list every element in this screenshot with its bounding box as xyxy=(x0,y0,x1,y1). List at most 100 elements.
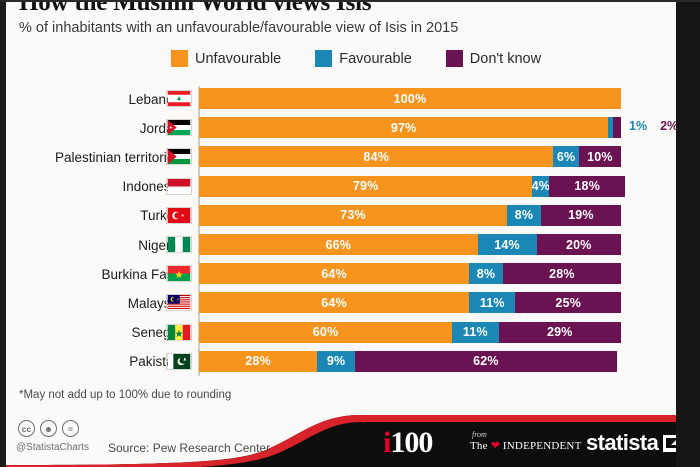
bar-value-label: 64% xyxy=(321,295,347,310)
flag-turkey-icon xyxy=(166,206,192,224)
statista-logo: statista xyxy=(586,430,683,455)
creative-commons-icons: cc ☻ = xyxy=(18,420,79,437)
bar-stack-turkey: 73% 8% 19% xyxy=(199,204,621,226)
bar-value-label: 18% xyxy=(574,179,601,194)
legend-item-unfavourable: Unfavourable xyxy=(171,50,281,67)
flag-senegal-icon xyxy=(166,323,192,341)
bar-segment-indonesia-unfavourable: 79% xyxy=(199,175,533,197)
statista-handle: @StatistaCharts xyxy=(16,442,89,453)
bar-stack-jordan: 97% xyxy=(199,117,621,139)
chart-row-burkina-faso: Burkina Faso 64% 8% 28% xyxy=(6,259,676,289)
cc-by-icon: ☻ xyxy=(40,420,57,437)
chart-row-nigeria: Nigeria 66% 14% 20% xyxy=(6,230,676,260)
bar-value-label: 20% xyxy=(565,237,592,252)
bar-segment-jordan-don-t-know xyxy=(612,117,621,139)
blue-square-icon xyxy=(315,50,333,67)
footer-background-shape xyxy=(0,415,700,467)
bar-stack-senegal: 60% 11% 29% xyxy=(199,321,621,343)
frame-edge-left xyxy=(0,0,6,467)
bar-value-label: 8% xyxy=(476,266,496,281)
bar-value-label: 19% xyxy=(568,208,594,223)
page-title: How the Muslim World views Isis xyxy=(19,0,372,16)
bar-segment-nigeria-unfavourable: 66% xyxy=(199,234,478,255)
bar-segment-nigeria-favourable: 14% xyxy=(477,234,537,255)
bar-segment-jordan-unfavourable: 97% xyxy=(199,117,609,139)
heart-icon: ❤ xyxy=(490,440,500,452)
chart-row-palestinian-territories: Palestinian territories 84% 6% 10% xyxy=(6,142,676,172)
chart-row-turkey: Turkey 73% 8% 19% xyxy=(6,201,676,231)
bar-value-label: 62% xyxy=(473,354,499,369)
bar-segment-senegal-don-t-know: 29% xyxy=(498,321,621,343)
flag-palestine-icon xyxy=(166,148,192,166)
bar-segment-palestinian-territories-unfavourable: 84% xyxy=(199,146,554,168)
bar-value-label: 60% xyxy=(312,325,339,340)
cc-nd-icon: = xyxy=(62,420,79,437)
bar-segment-senegal-unfavourable: 60% xyxy=(199,321,453,343)
flag-lebanon-icon xyxy=(166,90,192,107)
chart-row-malaysia: Malaysia 64% 11% 25% xyxy=(6,288,676,318)
row-label-palestinian-territories: Palestinian territories xyxy=(54,149,181,165)
bar-segment-jordan-favourable xyxy=(608,117,613,139)
flag-pakistan-icon xyxy=(166,352,192,370)
bar-stack-pakistan: 28% 9% 62% xyxy=(199,350,617,372)
bar-segment-pakistan-favourable: 9% xyxy=(317,350,356,372)
i100-logo-i: i xyxy=(383,426,391,459)
bar-segment-indonesia-don-t-know: 18% xyxy=(549,175,626,197)
bar-value-label: 29% xyxy=(546,325,573,340)
bar-value-label: 10% xyxy=(587,149,613,164)
bar-segment-malaysia-don-t-know: 25% xyxy=(515,292,621,314)
frame-edge-top xyxy=(0,0,700,2)
cc-icon: cc xyxy=(18,420,35,437)
bar-value-label: 64% xyxy=(321,266,347,281)
independent-from-label: from xyxy=(472,430,487,439)
bar-value-label: 11% xyxy=(479,295,505,310)
chart-row-indonesia: Indonesia 79% 4% 18% xyxy=(6,172,676,202)
flag-malaysia-icon xyxy=(166,294,192,312)
independent-wordmark: The ❤ INDEPENDENT xyxy=(470,440,582,452)
orange-square-icon xyxy=(171,50,188,67)
legend-label: Don't know xyxy=(469,50,542,67)
bar-value-label: 28% xyxy=(245,354,271,369)
bar-stack-burkina-faso: 64% 8% 28% xyxy=(199,263,621,285)
bar-stack-palestinian-territories: 84% 6% 10% xyxy=(199,146,621,168)
y-axis-line xyxy=(198,86,200,376)
chart-row-pakistan: Pakistan 28% 9% 62% xyxy=(6,347,676,377)
outside-value-label-favourable: 1% xyxy=(629,119,648,134)
flag-indonesia-icon xyxy=(166,177,192,195)
bar-value-label: 6% xyxy=(556,149,576,164)
bar-value-label: 84% xyxy=(363,149,390,164)
bar-segment-turkey-unfavourable: 73% xyxy=(199,204,508,226)
chart-footnote: *May not add up to 100% due to rounding xyxy=(19,389,232,401)
bar-value-label: 9% xyxy=(326,354,346,369)
flag-burkina-faso-icon xyxy=(166,265,192,283)
page-subtitle: % of inhabitants with an unfavourable/fa… xyxy=(19,20,459,36)
legend-item-favourable: Favourable xyxy=(315,50,412,67)
bar-segment-burkina-faso-favourable: 8% xyxy=(469,263,503,285)
row-label-burkina-faso: Burkina Faso xyxy=(101,266,181,282)
bar-segment-pakistan-unfavourable: 28% xyxy=(199,350,318,372)
chart-row-lebanon: Lebanon 100% xyxy=(6,84,676,114)
bar-segment-turkey-favourable: 8% xyxy=(507,204,541,226)
chart-legend: Unfavourable Favourable Don't know xyxy=(171,50,541,67)
bar-value-label: 25% xyxy=(555,295,582,310)
bar-segment-senegal-favourable: 11% xyxy=(452,321,499,343)
bar-segment-lebanon-unfavourable: 100% xyxy=(199,88,621,109)
footer-bar: cc ☻ = @StatistaCharts Source: Pew Resea… xyxy=(0,415,700,467)
bar-value-label: 8% xyxy=(514,208,534,223)
bar-segment-malaysia-unfavourable: 64% xyxy=(199,292,470,314)
chart-canvas: How the Muslim World views Isis % of inh… xyxy=(6,0,678,467)
chart-row-senegal: Senegal 60% 11% 29% xyxy=(6,318,676,348)
independent-name-label: INDEPENDENT xyxy=(502,440,582,452)
bar-value-label: 73% xyxy=(340,208,366,223)
legend-item-don-t-know: Don't know xyxy=(445,50,542,67)
independent-the-label: The xyxy=(470,440,488,452)
source-text: Source: Pew Research Center xyxy=(108,441,271,455)
legend-label: Unfavourable xyxy=(195,50,282,67)
flag-jordan-icon xyxy=(166,119,192,137)
independent-logo: from The ❤ INDEPENDENT xyxy=(470,430,582,453)
bar-segment-turkey-don-t-know: 19% xyxy=(540,204,621,226)
row-label-malaysia: Malaysia xyxy=(127,295,181,311)
bar-segment-nigeria-don-t-know: 20% xyxy=(536,234,621,255)
statista-wordmark: statista xyxy=(586,430,659,455)
